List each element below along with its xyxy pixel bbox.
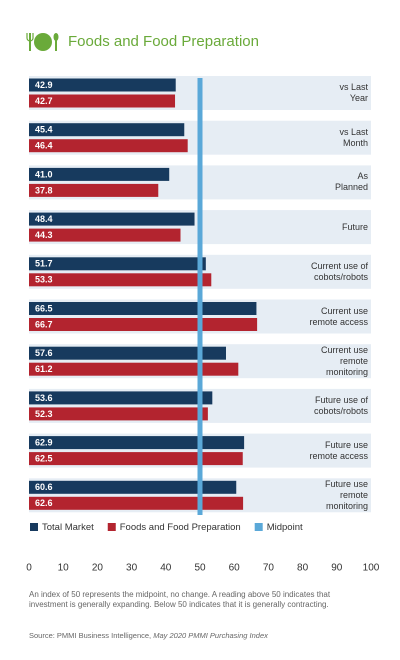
bar bbox=[29, 183, 159, 197]
bar bbox=[29, 436, 245, 450]
x-tick-label: 100 bbox=[363, 563, 380, 574]
category-label: Future use remote access bbox=[309, 439, 368, 461]
category-label: Current use remote monitoring bbox=[320, 344, 368, 377]
source-text: Source: PMMI Business Intelligence, bbox=[29, 631, 154, 640]
bar bbox=[29, 94, 176, 108]
bar bbox=[29, 302, 257, 315]
bar bbox=[29, 407, 208, 421]
bar bbox=[29, 452, 243, 466]
x-tick-label: 30 bbox=[126, 563, 138, 574]
x-tick-label: 20 bbox=[92, 563, 104, 574]
bar bbox=[29, 346, 226, 360]
bar bbox=[29, 257, 206, 271]
data-label: 66.7 bbox=[35, 319, 53, 329]
legend-label: Foods and Food Preparation bbox=[120, 522, 241, 533]
data-label: 53.3 bbox=[35, 275, 53, 285]
category-label: As Planned bbox=[334, 171, 368, 193]
title-icon bbox=[26, 33, 59, 51]
x-tick-label: 50 bbox=[194, 563, 206, 574]
data-label: 53.6 bbox=[35, 393, 53, 403]
bar bbox=[29, 318, 258, 331]
bar bbox=[29, 273, 212, 287]
bar bbox=[29, 123, 185, 137]
bar bbox=[29, 391, 213, 405]
x-tick-label: 40 bbox=[160, 563, 172, 574]
data-label: 62.9 bbox=[35, 437, 53, 447]
x-tick-label: 60 bbox=[229, 563, 241, 574]
data-label: 48.4 bbox=[35, 214, 53, 224]
data-label: 44.3 bbox=[35, 230, 53, 240]
legend-label: Midpoint bbox=[267, 522, 303, 533]
note: An index of 50 represents the midpoint, … bbox=[29, 590, 331, 609]
data-label: 42.7 bbox=[35, 96, 53, 106]
data-label: 46.4 bbox=[35, 141, 53, 151]
category-label: vs Last Month bbox=[339, 126, 368, 148]
x-tick-label: 10 bbox=[58, 563, 70, 574]
category-label: Current use remote access bbox=[309, 305, 368, 327]
data-label: 37.8 bbox=[35, 185, 53, 195]
bar bbox=[29, 480, 237, 494]
category-label: Future use of cobots/robots bbox=[313, 394, 368, 416]
source-publication: May 2020 PMMI Purchasing Index bbox=[153, 631, 268, 640]
source: Source: PMMI Business Intelligence, May … bbox=[29, 631, 268, 640]
legend-label: Total Market bbox=[42, 522, 94, 533]
legend-swatch bbox=[254, 523, 263, 531]
data-label: 41.0 bbox=[35, 169, 53, 179]
data-label: 60.6 bbox=[35, 482, 53, 492]
x-tick-label: 80 bbox=[297, 563, 309, 574]
data-label: 42.9 bbox=[35, 80, 53, 90]
bar bbox=[29, 212, 195, 226]
category-label: Future bbox=[341, 221, 368, 232]
bar bbox=[29, 496, 244, 510]
data-label: 52.3 bbox=[35, 409, 53, 419]
category-label: Current use of cobots/robots bbox=[310, 260, 368, 282]
bar bbox=[29, 78, 176, 92]
bar bbox=[29, 228, 181, 242]
bar bbox=[29, 139, 188, 153]
bar bbox=[29, 167, 170, 181]
data-label: 62.6 bbox=[35, 498, 53, 508]
chart-title: Foods and Food Preparation bbox=[68, 33, 259, 50]
data-label: 45.4 bbox=[35, 125, 53, 135]
x-tick-label: 70 bbox=[263, 563, 275, 574]
legend-swatch bbox=[107, 523, 116, 531]
bar bbox=[29, 362, 239, 376]
midpoint-line bbox=[197, 78, 203, 515]
category-label: vs Last Year bbox=[339, 82, 368, 103]
x-tick-label: 90 bbox=[331, 563, 343, 574]
data-label: 57.6 bbox=[35, 348, 53, 358]
category-label: Future use remote monitoring bbox=[324, 478, 368, 511]
data-label: 62.5 bbox=[35, 453, 53, 463]
data-label: 61.2 bbox=[35, 364, 53, 374]
data-label: 66.5 bbox=[35, 303, 53, 313]
data-label: 51.7 bbox=[35, 259, 53, 269]
legend-swatch bbox=[30, 523, 38, 531]
x-tick-label: 0 bbox=[26, 563, 32, 574]
